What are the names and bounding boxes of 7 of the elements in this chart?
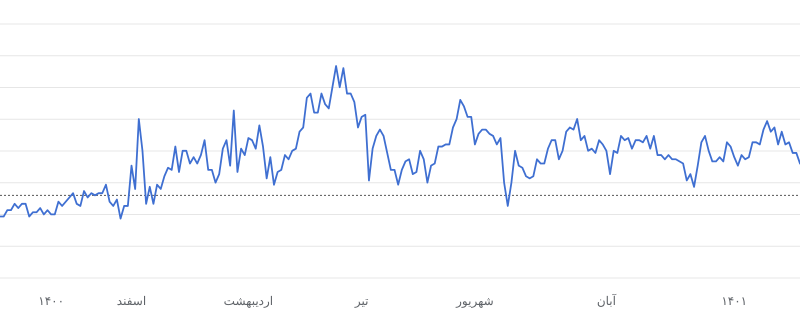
x-tick-label: آبان [596, 293, 617, 308]
x-tick-label: اسفند [116, 294, 146, 308]
x-tick-label: شهریور [455, 294, 494, 308]
x-tick-label: تیر [354, 294, 368, 308]
x-tick-label: اردیبهشت [224, 294, 274, 308]
x-tick-label: ۱۴۰۰ [38, 294, 64, 308]
x-tick-label: ۱۴۰۱ [721, 294, 748, 308]
